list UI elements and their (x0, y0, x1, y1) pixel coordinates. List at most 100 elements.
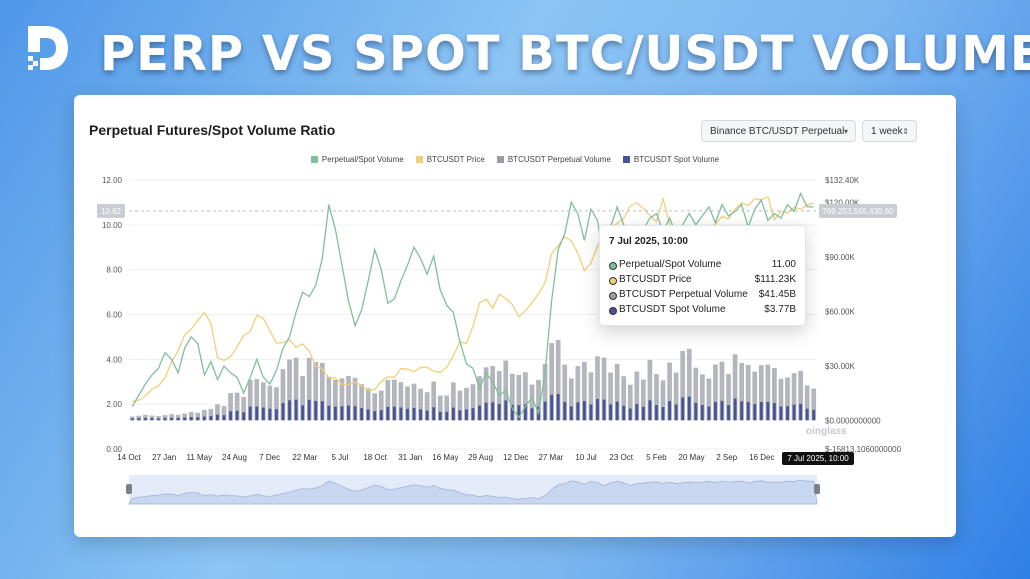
tooltip-value: $3.77B (764, 304, 796, 315)
perp-volume-bar (182, 413, 188, 421)
legend-label-perp-volume: BTCUSDT Perpetual Volume (507, 155, 611, 164)
y-right-tick-label: $-15813.1060000000 (825, 445, 902, 454)
tooltip-value: 11.00 (771, 259, 796, 270)
navigator-right-handle (814, 484, 820, 494)
spot-volume-bar (366, 409, 370, 421)
x-tick-label: 5 Feb (646, 453, 667, 462)
spot-volume-bar (681, 397, 685, 421)
spot-volume-bar (700, 405, 704, 421)
perp-volume-bar (444, 395, 450, 421)
perp-volume-bar (752, 371, 758, 421)
x-tick-label: 14 Oct (117, 453, 141, 462)
perp-volume-bar (706, 378, 712, 421)
y-left-tick-label: 0.00 (106, 445, 122, 454)
perp-volume-bar (614, 363, 620, 421)
y-left-tick-label: 10.00 (102, 221, 123, 230)
spot-volume-bar (491, 402, 495, 421)
spot-volume-bar (510, 404, 514, 421)
perp-volume-bar (713, 364, 718, 421)
y-right-tick-label: $120.00K (825, 199, 860, 208)
spot-volume-bar (412, 407, 416, 421)
spot-volume-bar (392, 406, 396, 421)
exchange-select[interactable]: Binance BTC/USDT Perpetual ▾ (701, 120, 856, 142)
perp-volume-bar (536, 379, 541, 421)
legend-item-perp-volume[interactable]: BTCUSDT Perpetual Volume (496, 155, 611, 164)
perp-volume-bar (634, 371, 640, 421)
spot-volume-bar (622, 405, 626, 421)
perp-volume-bar (601, 357, 607, 421)
spot-volume-bar (130, 418, 134, 421)
perp-volume-bar (732, 354, 738, 421)
perp-volume-bar (129, 416, 135, 421)
spot-volume-bar (517, 405, 521, 421)
spot-volume-bar (379, 410, 383, 421)
perp-volume-bar (169, 414, 174, 421)
perp-volume-bar (319, 362, 325, 421)
period-select[interactable]: 1 week ⇕ (862, 120, 917, 142)
spot-volume-bar (582, 401, 586, 421)
spot-volume-bar (786, 406, 789, 421)
perp-volume-bar (372, 393, 378, 421)
perp-volume-bar (568, 378, 574, 421)
spot-volume-bar (609, 404, 613, 421)
perp-volume-bar (136, 415, 142, 421)
perp-volume-bar (201, 409, 207, 421)
spot-volume-bar (419, 409, 422, 421)
spot-volume-bar (183, 417, 187, 421)
chevron-down-icon: ▾ (843, 127, 848, 136)
spot-volume-bar (628, 408, 632, 421)
legend-item-spot-volume[interactable]: BTCUSDT Spot Volume (622, 155, 719, 164)
crosshair-right-label: 769,253,565,430.60 (822, 207, 894, 216)
perp-volume-bar (450, 382, 456, 421)
spot-volume-bar (301, 405, 305, 421)
perp-volume-bar (477, 376, 482, 421)
perp-volume-bar (529, 384, 535, 421)
perp-volume-bar (293, 357, 299, 421)
perp-volume-bar (280, 369, 286, 421)
x-tick-label: 23 Oct (609, 453, 633, 462)
x-tick-label: 16 Dec (749, 453, 774, 462)
chart-tooltip: 7 Jul 2025, 10:00 Perpetual/Spot Volume … (599, 225, 806, 326)
x-tick-label: 31 Jan (398, 453, 422, 462)
perp-volume-bar (549, 343, 554, 421)
perp-volume-bar (719, 361, 725, 421)
tooltip-value: $41.45B (758, 289, 796, 300)
y-right-tick-label: $132.40K (825, 176, 860, 185)
crosshair-right-tag (819, 203, 897, 218)
series-dot-icon (609, 262, 617, 270)
spot-volume-bar (333, 406, 337, 421)
perp-volume-bar (464, 387, 469, 421)
spot-volume-bar (176, 417, 180, 421)
spot-volume-bar (386, 406, 390, 421)
spot-volume-bar (687, 396, 691, 421)
spot-volume-bar (602, 399, 606, 421)
perp-volume-bar (267, 385, 273, 421)
legend-swatch-price (415, 156, 423, 163)
spot-volume-bar (772, 403, 776, 421)
perp-volume-bar (359, 384, 364, 421)
spot-volume-bar (157, 418, 160, 421)
spot-volume-bar (727, 405, 730, 421)
perp-volume-bar (405, 386, 410, 421)
legend-item-ratio[interactable]: Perpetual/Spot Volume (310, 155, 404, 164)
perp-volume-bar (758, 365, 764, 421)
spot-volume-bar (229, 411, 232, 421)
perp-volume-bar (667, 362, 672, 421)
spot-volume-bar (320, 401, 324, 421)
watermark-text: oinglass (806, 426, 847, 437)
spot-volume-bar (779, 406, 783, 421)
spot-volume-bar (360, 408, 364, 421)
spot-volume-bar (471, 408, 475, 421)
spot-volume-bar (347, 405, 350, 421)
y-left-tick-label: 8.00 (106, 266, 122, 275)
perp-volume-bar (149, 415, 155, 421)
spot-volume-bar (694, 402, 698, 421)
perp-volume-bar (798, 370, 803, 421)
perp-volume-bar (509, 373, 515, 421)
perp-volume-bar (313, 361, 319, 421)
chart-plot[interactable]: 12.00 10.00 8.00 6.00 4.00 2.00 0.00 $132.40K $1… (74, 95, 956, 537)
legend-item-price[interactable]: BTCUSDT Price (415, 155, 485, 164)
y-right-tick-label: $90.00K (825, 253, 855, 262)
spot-volume-bar (248, 406, 252, 421)
series-dot-icon (609, 307, 617, 315)
